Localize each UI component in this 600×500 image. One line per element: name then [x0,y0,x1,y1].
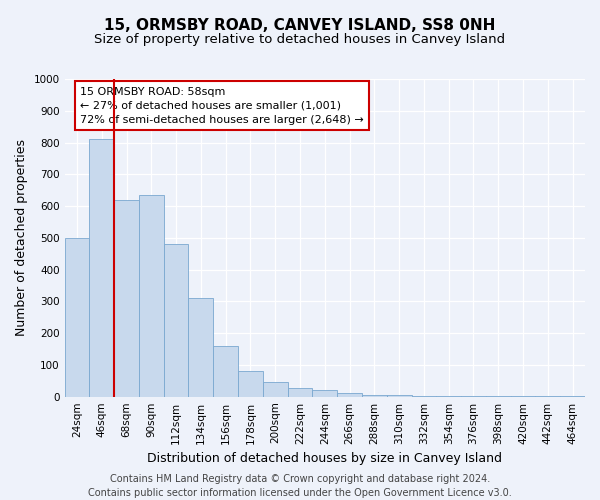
Text: Size of property relative to detached houses in Canvey Island: Size of property relative to detached ho… [94,32,506,46]
Bar [164,244,188,396]
Bar [263,382,287,396]
Text: Contains HM Land Registry data © Crown copyright and database right 2024.
Contai: Contains HM Land Registry data © Crown c… [88,474,512,498]
Bar [213,346,238,397]
Bar [89,140,114,396]
Y-axis label: Number of detached properties: Number of detached properties [15,140,28,336]
Text: 15 ORMSBY ROAD: 58sqm
← 27% of detached houses are smaller (1,001)
72% of semi-d: 15 ORMSBY ROAD: 58sqm ← 27% of detached … [80,87,364,125]
Bar [139,195,164,396]
Bar [114,200,139,396]
Bar [362,395,387,396]
Bar [337,393,362,396]
Bar [287,388,313,396]
Bar [238,372,263,396]
Bar [65,238,89,396]
Text: 15, ORMSBY ROAD, CANVEY ISLAND, SS8 0NH: 15, ORMSBY ROAD, CANVEY ISLAND, SS8 0NH [104,18,496,32]
X-axis label: Distribution of detached houses by size in Canvey Island: Distribution of detached houses by size … [147,452,502,465]
Bar [188,298,213,396]
Bar [313,390,337,396]
